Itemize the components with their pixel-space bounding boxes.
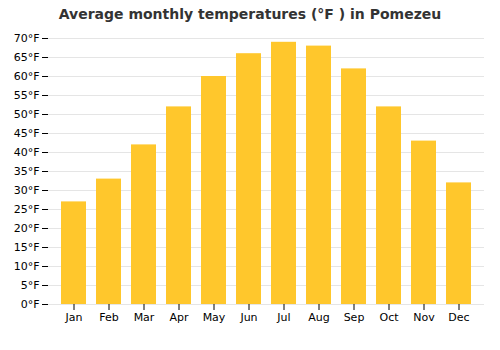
svg-text:65°F: 65°F: [14, 51, 40, 64]
svg-text:25°F: 25°F: [14, 203, 40, 216]
svg-text:50°F: 50°F: [14, 108, 40, 121]
html-text:Average monthly temperatures (: Average monthly temperatures (°F ) in Po…: [58, 6, 442, 22]
svg-text:35°F: 35°F: [14, 165, 40, 178]
svg-text:Jul: Jul: [276, 311, 290, 324]
svg-text:Feb: Feb: [99, 311, 118, 324]
svg-text:0°F: 0°F: [21, 298, 40, 311]
svg-text:40°F: 40°F: [14, 146, 40, 159]
svg-text:Jan: Jan: [65, 311, 83, 324]
svg-text:45°F: 45°F: [14, 127, 40, 140]
svg-text:70°F: 70°F: [14, 32, 40, 45]
svg-text:May: May: [203, 311, 226, 324]
svg-text:55°F: 55°F: [14, 89, 40, 102]
svg-text:Oct: Oct: [379, 311, 399, 324]
svg-text:15°F: 15°F: [14, 241, 40, 254]
svg-text:Apr: Apr: [169, 311, 189, 324]
svg-text:Dec: Dec: [448, 311, 469, 324]
svg-text:Aug: Aug: [308, 311, 329, 324]
svg-text:60°F: 60°F: [14, 70, 40, 83]
svg-text:Mar: Mar: [134, 311, 155, 324]
svg-text:5°F: 5°F: [21, 279, 40, 292]
svg-text:10°F: 10°F: [14, 260, 40, 273]
svg-text:Nov: Nov: [413, 311, 435, 324]
svg-text:Jun: Jun: [239, 311, 257, 324]
svg-text:Sep: Sep: [344, 311, 365, 324]
svg-text:20°F: 20°F: [14, 222, 40, 235]
svg-text:30°F: 30°F: [14, 184, 40, 197]
